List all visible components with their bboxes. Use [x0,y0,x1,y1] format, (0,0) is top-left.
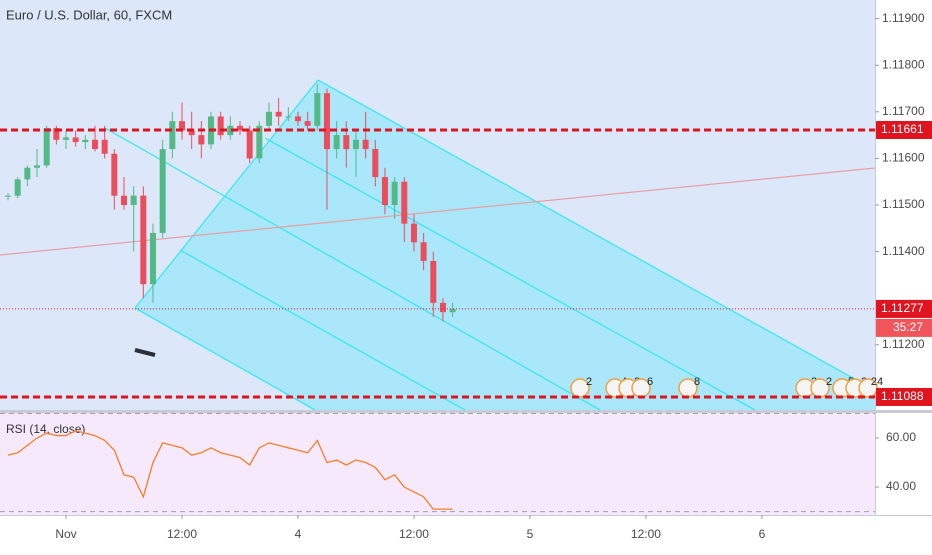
pitchfork-line [104,127,601,411]
candle-body [236,125,243,131]
candle-body [275,111,282,117]
candle-body [391,181,398,205]
candle-body [352,139,359,150]
y-tick-label: 1.11400 [882,244,925,258]
price-label: 1.11661 [881,122,924,136]
candle-body [304,121,311,126]
candle-body [420,242,427,261]
candle-body [101,139,108,154]
candle-body [256,125,263,159]
candle-body [130,195,137,205]
pitchfork-line [134,307,316,411]
candle-body [285,116,292,118]
marker [134,348,156,357]
candle-body [333,135,340,150]
candle-body [217,116,224,136]
countdown-box [876,318,932,337]
candle-body [198,135,205,145]
candle-body [150,232,157,285]
y-tick-label: 1.11700 [882,104,925,118]
candle-body [63,137,70,140]
candle-body [381,177,388,205]
candle-body [265,111,272,126]
candle-body [140,195,147,285]
pitchfork-line [264,137,756,411]
y-tick-label: 1.11900 [882,11,925,25]
candle-body [53,128,60,140]
event-count: 2 [826,376,832,388]
candle-body [323,93,330,150]
rsi-tick-label: 60.00 [886,430,916,444]
countdown-label: 35:27 [893,320,923,334]
x-tick-label: 12:00 [167,527,197,541]
candle-body [169,121,176,150]
pitchfork-fill [135,80,875,410]
candle-body [188,130,195,136]
candle-body [294,116,301,122]
x-tick-label: 12:00 [399,527,429,541]
price-label-box [876,120,932,139]
y-tick-label: 1.11600 [882,151,925,165]
candle-body [14,179,21,196]
candle-body [111,153,118,196]
candle-body [246,130,253,159]
candle-body [72,137,79,143]
candle-body [178,121,185,131]
candle-body [372,149,379,178]
x-tick-label: 12:00 [631,527,661,541]
candle-body [43,128,50,166]
candle-body [159,149,166,233]
y-tick-label: 1.11200 [882,337,925,351]
candle-body [82,139,89,143]
rsi-tick-label: 40.00 [886,479,916,493]
candle-body [5,195,12,197]
candle-body [449,308,456,313]
price-label-box [876,387,932,406]
candle-body [439,302,446,313]
candle-body [227,125,234,136]
event-count: 2 [586,376,592,388]
rsi-pane [0,413,875,515]
event-count: 6 [647,376,653,388]
candle-body [121,195,128,205]
last-price-label: 1.11277 [881,301,924,315]
candle-body [24,167,31,180]
pitchfork-line [179,249,466,411]
symbol-title: Euro / U.S. Dollar, 60, FXCM [6,7,172,22]
price-label: 1.11088 [881,389,924,403]
candle-body [362,139,369,150]
x-tick-label: 6 [759,527,766,541]
rsi-title: RSI (14, close) [6,422,85,436]
candle-body [343,135,350,150]
candle-body [430,260,437,303]
last-price-box [876,299,932,318]
y-tick-label: 1.11800 [882,57,925,71]
x-tick-label: 4 [295,527,302,541]
candle-body [92,139,99,150]
y-tick-label: 1.11500 [882,197,925,211]
x-tick-label: Nov [55,527,76,541]
event-count: 24 [871,376,883,388]
rsi-line [7,429,453,510]
candle-body [314,93,321,126]
event-count: 8 [694,376,700,388]
event-icon [570,378,590,398]
candle-body [410,223,417,243]
candle-body [401,181,408,224]
pitchfork-handle [134,79,319,309]
x-tick-label: 5 [527,527,534,541]
candle-body [34,165,41,168]
